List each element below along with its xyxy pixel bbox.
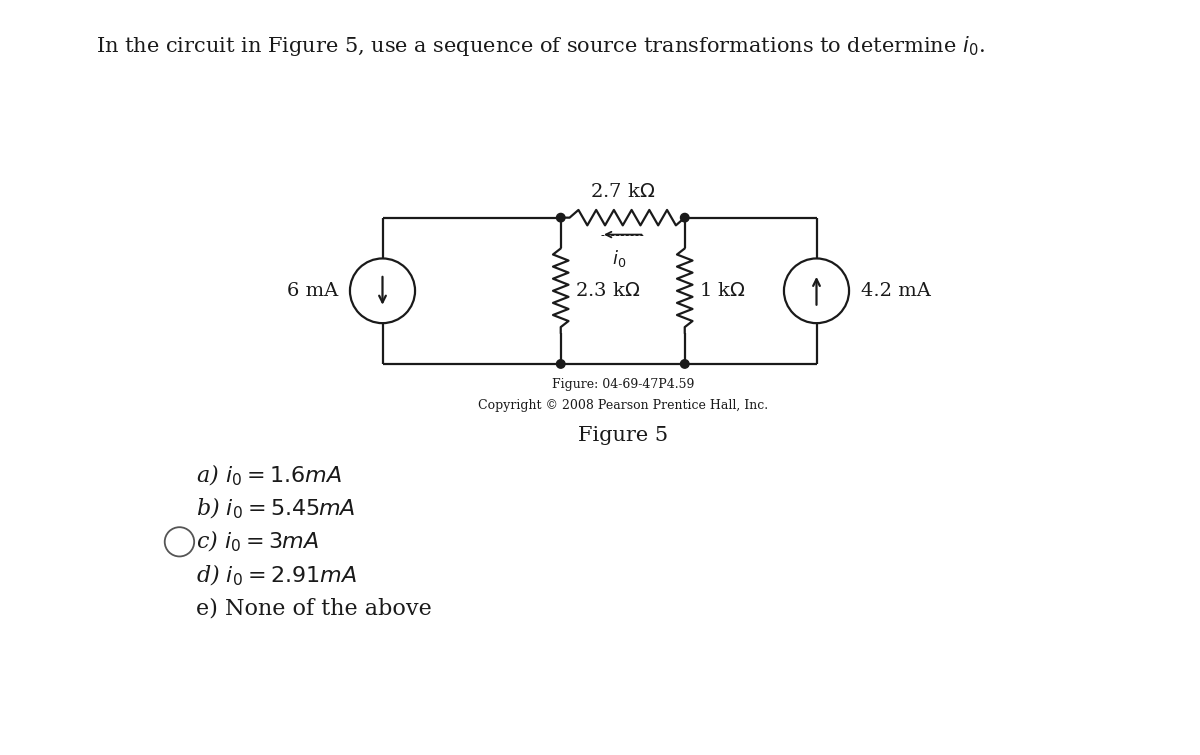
Text: Copyright © 2008 Pearson Prentice Hall, Inc.: Copyright © 2008 Pearson Prentice Hall, … (478, 399, 768, 412)
Text: b) $i_0 = 5.45mA$: b) $i_0 = 5.45mA$ (197, 496, 356, 521)
Circle shape (557, 359, 565, 368)
Text: In the circuit in Figure 5, use a sequence of source transformations to determin: In the circuit in Figure 5, use a sequen… (96, 34, 985, 58)
Text: Figure: 04-69-47P4.59: Figure: 04-69-47P4.59 (552, 378, 694, 391)
Circle shape (557, 214, 565, 222)
Circle shape (680, 359, 689, 368)
Text: a) $i_0 = 1.6mA$: a) $i_0 = 1.6mA$ (197, 463, 342, 488)
Text: c) $i_0 = 3mA$: c) $i_0 = 3mA$ (197, 529, 320, 554)
Text: e) None of the above: e) None of the above (197, 597, 432, 619)
Text: 1 k$\Omega$: 1 k$\Omega$ (698, 282, 745, 300)
Circle shape (784, 258, 850, 323)
Text: Figure 5: Figure 5 (577, 426, 668, 445)
Text: 4.2 mA: 4.2 mA (860, 282, 930, 300)
Circle shape (350, 258, 415, 323)
Text: 2.3 k$\Omega$: 2.3 k$\Omega$ (575, 282, 640, 300)
Circle shape (680, 214, 689, 222)
Text: d) $i_0 = 2.91mA$: d) $i_0 = 2.91mA$ (197, 562, 358, 587)
Text: $i_0$: $i_0$ (612, 248, 626, 270)
Text: 6 mA: 6 mA (287, 282, 338, 300)
Text: 2.7 k$\Omega$: 2.7 k$\Omega$ (590, 183, 655, 201)
Circle shape (164, 527, 194, 556)
